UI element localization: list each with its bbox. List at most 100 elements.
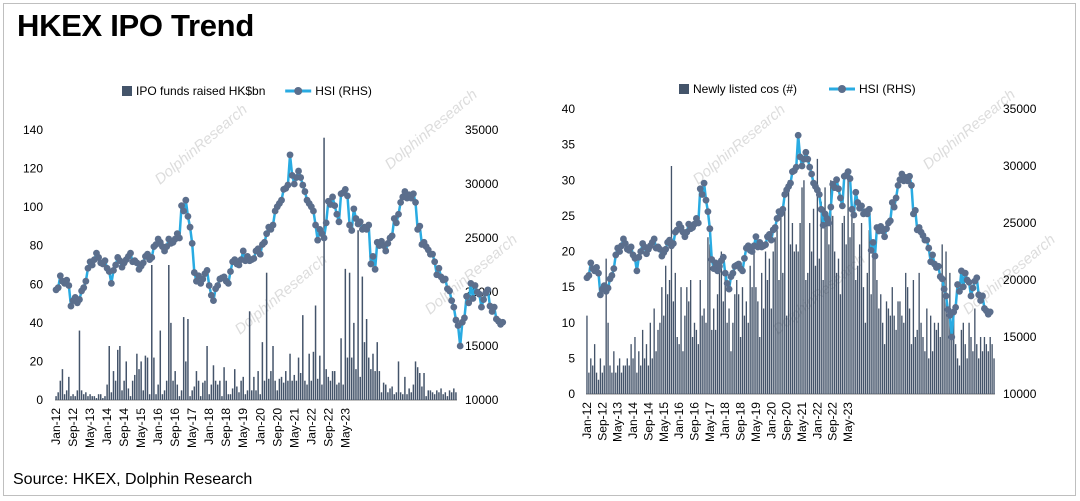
bar [127,388,130,400]
bar [945,251,947,394]
bar [168,265,170,400]
bar [59,380,62,400]
bar [983,337,986,394]
bar [620,372,623,395]
bar [707,237,709,394]
hsi-point [369,252,377,260]
x-tick-label: Sep-12 [595,402,609,441]
bar [93,396,96,400]
bar [657,329,659,395]
bar [136,353,138,400]
bar [99,394,102,400]
bar [355,369,357,400]
hsi-point [635,253,643,261]
hsi-point [934,262,942,270]
bar [78,330,81,400]
bar [259,394,261,400]
bar [876,280,878,394]
bar [176,384,179,400]
hsi-point [224,279,232,287]
hsi-point [852,188,860,196]
bar [212,365,215,400]
hsi-point [499,318,507,326]
bar [870,294,872,394]
bar [764,251,767,394]
bar [882,322,884,394]
bar [910,344,913,395]
hsi-point [199,275,207,283]
y2-tick-label: 25000 [1003,216,1037,230]
bar [803,180,805,394]
bar [406,394,408,400]
hsi-point [965,278,973,286]
hsi-point [65,282,73,289]
y-tick-label: 0 [36,393,43,407]
bar [931,351,934,394]
hsi-point [392,219,400,227]
bar [268,378,270,400]
bar [789,244,792,395]
bar [787,180,790,394]
bar [223,367,225,400]
hsi-point [76,296,83,303]
bar [227,394,230,400]
bar [784,208,786,394]
hsi-point [301,188,309,195]
bar [291,380,293,400]
bar [251,390,253,400]
bar [799,223,801,394]
bar [189,396,191,400]
bar [641,329,644,395]
bar [736,280,738,394]
bar [849,237,851,394]
x-tick-label: May-15 [657,402,671,442]
bar [446,396,449,400]
x-tick-label: Sep-20 [270,408,284,447]
hsi-point [792,163,800,171]
hsi-point [350,205,358,213]
hsi-point [184,213,192,220]
bar [920,322,922,394]
bar [720,251,723,394]
bar [153,357,155,400]
bar [170,322,172,400]
bar [340,338,342,400]
hsi-point [205,282,213,289]
hsi-point [263,230,271,238]
bar [981,351,984,394]
bar [261,342,264,400]
bar [820,201,822,395]
bar [408,388,410,400]
hsi-point [938,275,946,283]
bar [221,396,223,400]
bar [833,251,836,394]
bar [595,372,598,395]
x-tick-label: May-23 [338,408,352,448]
y2-tick-label: 35000 [465,123,499,137]
bar [772,251,774,394]
hsi-point [429,250,436,258]
page-title: HKEX IPO Trend [17,8,254,43]
hsi-point [911,207,919,214]
x-tick-label: Jan-18 [202,408,216,445]
hsi-point [835,185,842,193]
bar [165,380,168,400]
hsi-point [869,238,877,246]
bar [293,374,296,400]
bar [726,322,728,394]
bar [80,390,83,400]
bar [278,378,281,400]
bar [703,308,705,394]
y-tick-label: 10 [562,316,576,330]
bar [272,346,274,400]
bar [741,287,744,395]
hsi-point [633,267,641,275]
y2-tick-label: 15000 [465,339,499,353]
hsi-point [82,277,90,285]
bar [810,251,813,394]
bar [231,388,234,400]
bar [431,392,434,400]
hsi-point [729,269,737,277]
hsi-point [186,223,194,231]
bar [809,223,811,394]
